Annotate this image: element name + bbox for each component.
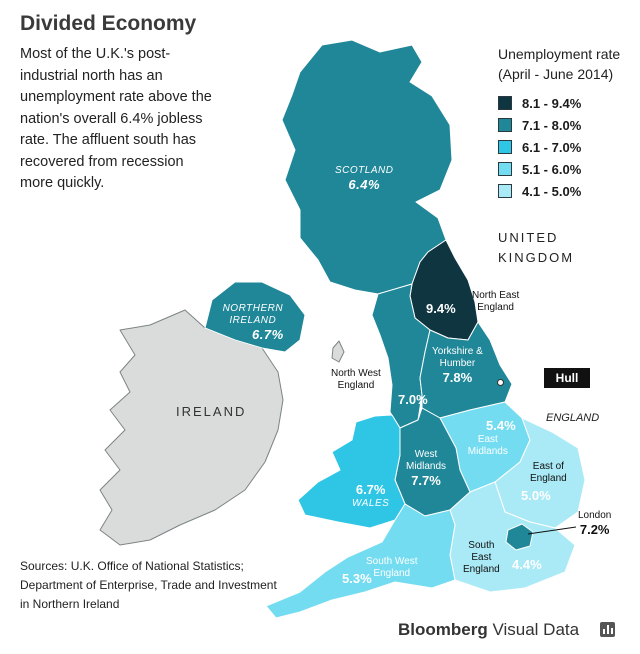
region-value-north-east: 9.4%: [426, 301, 456, 317]
region-name: England: [337, 380, 375, 391]
legend-subtitle: (April - June 2014): [498, 66, 614, 82]
region-label-northern-ireland: NORTHERN IRELAND 6.7%: [222, 303, 284, 343]
region-value: 5.3%: [342, 571, 372, 586]
sources-text: Sources: U.K. Office of National Statist…: [20, 557, 310, 614]
intro-text: Most of the U.K.'s post-industrial north…: [20, 46, 212, 191]
sources-line: in Northern Ireland: [20, 597, 120, 611]
region-name: England: [477, 302, 514, 313]
region-name: England: [530, 473, 567, 484]
brand-logo: Bloomberg Visual Data: [398, 620, 579, 640]
legend-list: 8.1 - 9.4% 7.1 - 8.0% 6.1 - 7.0% 5.1 - 6…: [498, 92, 638, 202]
region-name: East: [471, 552, 492, 563]
region-name: NORTHERN: [222, 303, 284, 314]
hull-marker-dot: [497, 379, 504, 386]
region-name: Humber: [439, 358, 476, 369]
legend-item: 7.1 - 8.0%: [498, 114, 638, 136]
region-name: North West: [331, 368, 381, 379]
region-name: North East: [472, 290, 520, 301]
region-name-north-east: North East England: [472, 290, 519, 314]
region-name: IRELAND: [229, 315, 277, 326]
region-value: 9.4%: [426, 301, 456, 316]
legend-label: 7.1 - 8.0%: [522, 117, 582, 133]
region-name: South: [468, 540, 495, 551]
region-value: 5.4%: [486, 418, 516, 433]
country-label-ireland: IRELAND: [176, 404, 247, 419]
country-label-line: KINGDOM: [498, 250, 575, 265]
legend-swatch: [498, 96, 512, 110]
region-label-east-midlands: 5.4% East Midlands: [460, 418, 516, 458]
region-label-london: London 7.2%: [578, 510, 611, 538]
country-label-line: UNITED: [498, 230, 559, 245]
legend-swatch: [498, 140, 512, 154]
region-label-scotland: SCOTLAND 6.4%: [335, 165, 393, 193]
region-name: WALES: [352, 498, 390, 509]
legend-item: 5.1 - 6.0%: [498, 158, 638, 180]
sources-line: Department of Enterprise, Trade and Inve…: [20, 578, 277, 592]
country-label-uk: UNITED KINGDOM: [498, 228, 608, 268]
region-name: Midlands: [467, 446, 508, 457]
brand-bold: Bloomberg: [398, 620, 488, 639]
country-label-england: ENGLAND: [546, 412, 600, 424]
region-value: 7.7%: [411, 473, 441, 488]
legend-swatch: [498, 118, 512, 132]
london-shape: [505, 523, 534, 551]
legend: Unemployment rate (April - June 2014) 8.…: [498, 44, 638, 202]
region-value-south-east: 4.4%: [512, 557, 542, 573]
region-name: England: [373, 568, 411, 579]
region-value: 7.2%: [579, 522, 610, 537]
legend-label: 4.1 - 5.0%: [522, 183, 582, 199]
region-value: 7.0%: [398, 392, 428, 407]
brand-rest: Visual Data: [487, 620, 580, 639]
region-name: Midlands: [406, 461, 447, 472]
region-value-east-of-england: 5.0%: [521, 488, 551, 504]
region-value: 5.0%: [521, 488, 551, 503]
region-value-north-west: 7.0%: [398, 392, 428, 408]
northern-ireland-shape: [204, 281, 306, 353]
legend-label: 8.1 - 9.4%: [522, 95, 582, 111]
legend-item: 8.1 - 9.4%: [498, 92, 638, 114]
region-value-south-west: 5.3%: [342, 571, 372, 587]
region-label-yorkshire: Yorkshire & Humber 7.8%: [432, 346, 483, 386]
region-name-east-of-england: East of England: [530, 461, 567, 485]
legend-item: 6.1 - 7.0%: [498, 136, 638, 158]
region-name-south-west: South West England: [366, 556, 418, 580]
sources-line: Sources: U.K. Office of National Statist…: [20, 559, 244, 573]
region-name: West: [414, 449, 438, 460]
hull-callout: Hull: [544, 368, 590, 388]
region-value: 6.4%: [348, 177, 381, 192]
legend-title: Unemployment rate: [498, 46, 621, 62]
wales-shape: [297, 414, 406, 529]
legend-item: 4.1 - 5.0%: [498, 180, 638, 202]
region-name: England: [463, 564, 500, 575]
region-value: 7.8%: [442, 370, 473, 385]
legend-label: 5.1 - 6.0%: [522, 161, 582, 177]
region-name: South West: [366, 556, 418, 567]
north-west-shape: [371, 283, 431, 429]
region-name: East of: [532, 461, 564, 472]
region-label-west-midlands: West Midlands 7.7%: [406, 449, 446, 489]
region-name-north-west: North West England: [331, 368, 381, 392]
map-title: Divided Economy: [20, 12, 197, 35]
legend-label: 6.1 - 7.0%: [522, 139, 582, 155]
legend-swatch: [498, 184, 512, 198]
region-value: 6.7%: [252, 327, 284, 342]
region-name: East: [477, 434, 498, 445]
region-name-south-east: South East England: [463, 540, 500, 576]
isle-of-man-shape: [331, 340, 345, 363]
region-label-wales: 6.7% WALES: [352, 482, 389, 510]
region-value: 6.7%: [355, 482, 386, 497]
bar-chart-icon: [600, 622, 615, 637]
south-west-shape: [265, 503, 456, 619]
region-name: SCOTLAND: [335, 165, 394, 176]
region-name: Yorkshire &: [432, 346, 483, 357]
legend-swatch: [498, 162, 512, 176]
region-name: London: [578, 510, 612, 521]
region-value: 4.4%: [512, 557, 542, 572]
